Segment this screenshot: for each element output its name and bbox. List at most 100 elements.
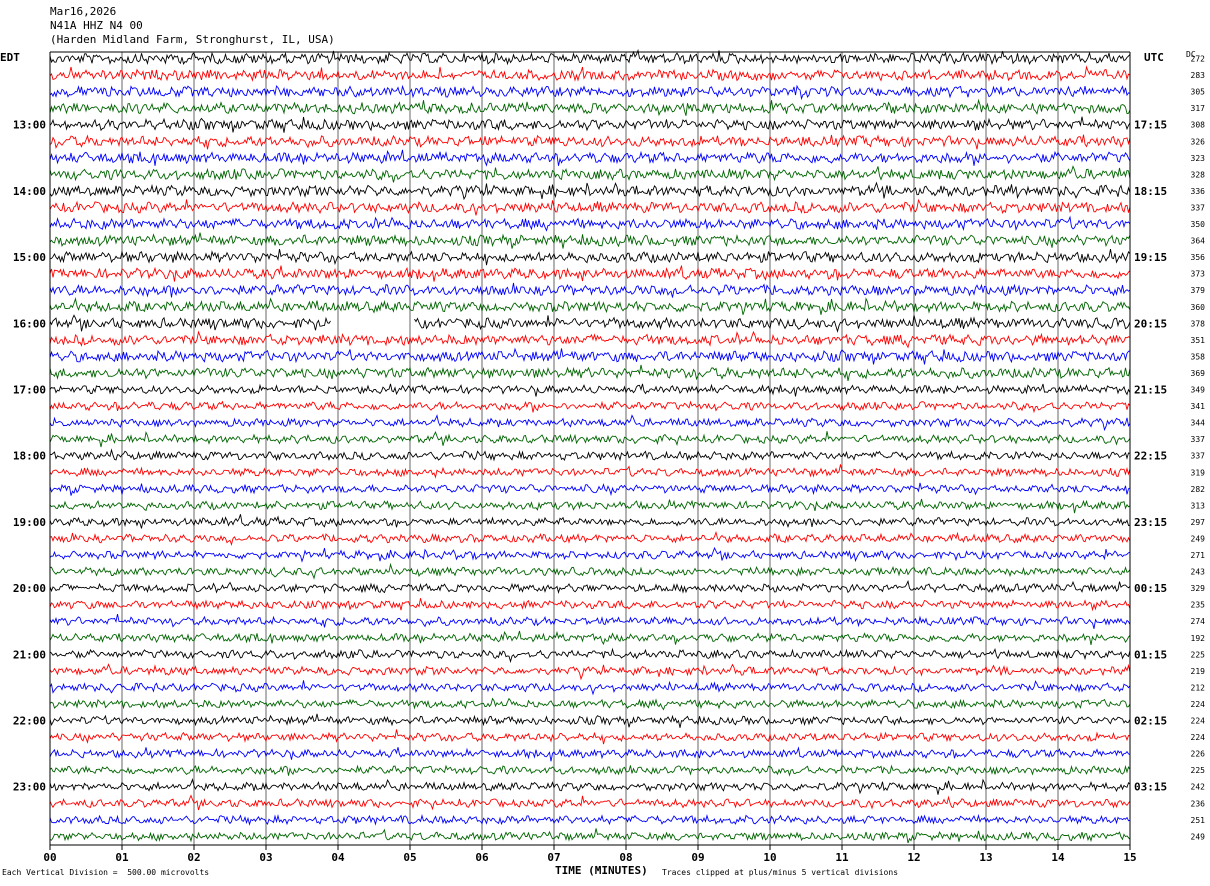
dc-offset-value: 341: [1191, 402, 1206, 411]
trace-line: [49, 764, 1131, 777]
right-time-label: 23:15: [1134, 516, 1167, 529]
right-time-labels: 17:15 18:15 19:15 20:15 21:15 22:15 23:15 00:15…: [1134, 119, 1167, 794]
dc-offset-value: 337: [1191, 435, 1206, 444]
trace-line: [49, 383, 1131, 397]
trace-line: [49, 198, 1131, 216]
trace-line: [49, 400, 1131, 414]
trace-line: [49, 215, 1131, 232]
trace-line: [49, 84, 1131, 101]
right-time-label: 03:15: [1134, 781, 1167, 794]
dc-offset-value: 328: [1191, 170, 1206, 179]
x-tick-label: 13: [979, 851, 992, 864]
trace-line: [49, 562, 1131, 580]
x-axis-label: TIME (MINUTES): [555, 864, 648, 877]
trace-line: [49, 98, 1131, 117]
dc-offset-value: 379: [1191, 286, 1206, 295]
x-tick-label: 10: [763, 851, 776, 864]
station-code: N41A HHZ N4 00: [50, 19, 143, 32]
dc-offset-value: 282: [1191, 485, 1206, 494]
dc-offset-value: 337: [1191, 203, 1206, 212]
trace-line: [49, 630, 1131, 646]
x-tick-label: 12: [907, 851, 920, 864]
dc-offset-value: 351: [1191, 336, 1206, 345]
trace-line: [49, 149, 1131, 167]
trace-line: [49, 746, 1131, 762]
dc-offset-value: 224: [1191, 717, 1206, 726]
right-time-label: 00:15: [1134, 582, 1167, 595]
x-tick-label: 11: [835, 851, 849, 864]
dc-offset-value: 225: [1191, 650, 1206, 659]
dc-offset-value: 373: [1191, 270, 1206, 279]
trace-line: [49, 464, 1131, 479]
trace-line: [49, 579, 1131, 595]
left-time-label: 22:00: [13, 715, 46, 728]
dc-offset-value: 356: [1191, 253, 1206, 262]
trace-line: [49, 232, 1131, 249]
dc-offset-value: 224: [1191, 700, 1206, 709]
x-tick-label: 05: [403, 851, 416, 864]
trace-line: [49, 134, 1131, 150]
dc-offset-value: 235: [1191, 601, 1206, 610]
x-tick-label: 08: [619, 851, 632, 864]
clip-note: Traces clipped at plus/minus 5 vertical …: [662, 868, 899, 877]
trace-line: [49, 448, 1131, 462]
x-tick-label: 15: [1123, 851, 1136, 864]
trace-line: [49, 265, 1131, 282]
right-time-label: 02:15: [1134, 715, 1167, 728]
dc-offset-header: DC: [1186, 50, 1196, 59]
dc-offset-value: 226: [1191, 750, 1206, 759]
trace-line: [49, 729, 1131, 745]
dc-offset-value: 219: [1191, 667, 1206, 676]
dc-offset-value: 251: [1191, 816, 1206, 825]
right-time-label: 18:15: [1134, 185, 1167, 198]
left-time-label: 13:00: [13, 119, 46, 132]
dc-offset-value: 243: [1191, 568, 1206, 577]
dc-offset-value: 236: [1191, 799, 1206, 808]
dc-offset-value: 192: [1191, 634, 1206, 643]
left-time-label: 18:00: [13, 450, 46, 463]
left-time-label: 23:00: [13, 781, 46, 794]
x-tick-label: 06: [475, 851, 489, 864]
trace-line: [49, 181, 1131, 201]
right-timezone-label: UTC: [1144, 51, 1164, 64]
dc-offset-value: 212: [1191, 683, 1206, 692]
dc-offset-value: 249: [1191, 534, 1206, 543]
trace-line: [49, 777, 1131, 795]
dc-offset-value: 360: [1191, 303, 1206, 312]
trace-line: [49, 828, 1131, 844]
left-time-label: 16:00: [13, 317, 46, 330]
trace-line: [49, 430, 1131, 448]
trace-line: [49, 314, 1131, 333]
trace-line: [49, 498, 1131, 514]
dc-offset-value: 364: [1191, 237, 1206, 246]
left-time-label: 19:00: [13, 516, 46, 529]
dc-offset-value: 274: [1191, 617, 1206, 626]
dc-offset-value: 319: [1191, 468, 1206, 477]
dc-offset-value: 378: [1191, 319, 1206, 328]
dc-offset-value: 350: [1191, 220, 1206, 229]
x-tick-label: 00: [43, 851, 56, 864]
dc-offset-value: 369: [1191, 369, 1206, 378]
trace-line: [49, 647, 1131, 664]
trace-line: [49, 680, 1131, 696]
trace-line: [49, 282, 1131, 298]
trace-line: [49, 414, 1131, 432]
left-time-label: 14:00: [13, 185, 46, 198]
dc-offset-labels: 272 283 305 317 308 326 323 328 336 337 350 364 356 3…: [1191, 55, 1206, 842]
right-time-label: 17:15: [1134, 119, 1167, 132]
dc-offset-value: 272: [1191, 55, 1206, 64]
x-tick-label: 01: [115, 851, 129, 864]
left-time-label: 21:00: [13, 648, 46, 661]
dc-offset-value: 329: [1191, 584, 1206, 593]
station-location: (Harden Midland Farm, Stronghurst, IL, U…: [50, 33, 335, 46]
seismic-traces: [49, 48, 1131, 844]
dc-offset-value: 249: [1191, 832, 1206, 841]
trace-line: [49, 482, 1131, 497]
trace-line: [49, 116, 1131, 133]
trace-line: [49, 330, 1131, 349]
dc-offset-value: 317: [1191, 104, 1206, 113]
x-tick-label: 09: [691, 851, 704, 864]
trace-line: [49, 165, 1131, 183]
trace-line: [49, 813, 1131, 826]
